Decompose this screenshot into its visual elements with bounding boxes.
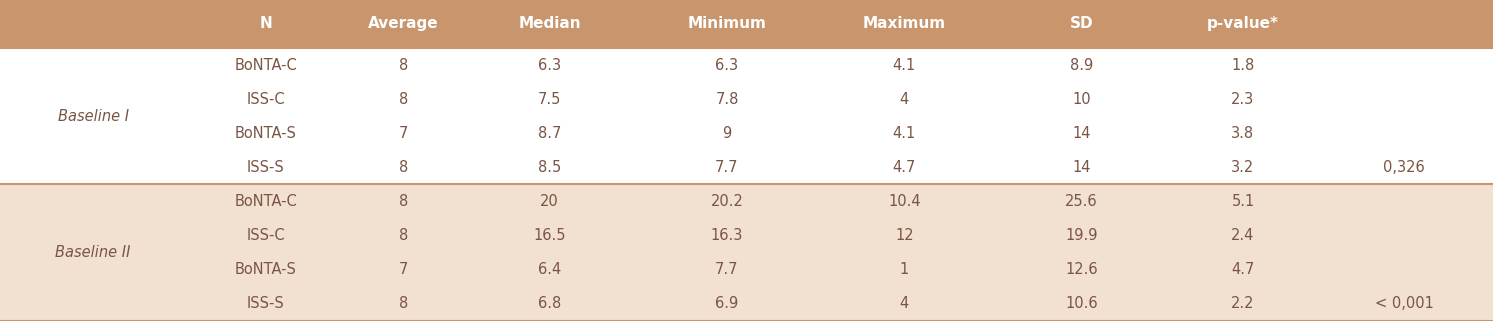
Text: 3.8: 3.8 [1232,126,1254,141]
Text: 6.8: 6.8 [537,296,561,311]
Text: 7.7: 7.7 [715,262,739,277]
Text: ISS-S: ISS-S [248,296,285,311]
Text: 2.2: 2.2 [1232,296,1254,311]
Text: 3.2: 3.2 [1232,160,1254,175]
Text: 7: 7 [399,262,408,277]
Text: 7.7: 7.7 [715,160,739,175]
Text: BoNTA-C: BoNTA-C [234,57,297,73]
Text: 1.8: 1.8 [1232,57,1254,73]
Text: ISS-S: ISS-S [248,160,285,175]
Text: p-value*: p-value* [1206,16,1280,31]
Text: BoNTA-C: BoNTA-C [234,194,297,209]
Bar [0,185,1493,321]
Text: 0,326: 0,326 [1384,160,1426,175]
Text: 2.4: 2.4 [1232,228,1254,243]
Text: 16.5: 16.5 [533,228,566,243]
Text: 16.3: 16.3 [711,228,744,243]
Text: 4.1: 4.1 [893,126,915,141]
Text: 5.1: 5.1 [1232,194,1254,209]
Text: Minimum: Minimum [688,16,766,31]
Text: 4.1: 4.1 [893,57,915,73]
Text: Baseline I: Baseline I [58,109,128,124]
Text: 1: 1 [900,262,909,277]
Text: 6.3: 6.3 [537,57,561,73]
Text: 9: 9 [723,126,732,141]
Text: 8.5: 8.5 [537,160,561,175]
Text: 14: 14 [1072,160,1091,175]
Text: Average: Average [369,16,439,31]
Text: SD: SD [1070,16,1093,31]
Text: 4: 4 [900,296,909,311]
Text: 8: 8 [399,160,408,175]
Text: 6.4: 6.4 [537,262,561,277]
Text: Median: Median [518,16,581,31]
Text: 8: 8 [399,296,408,311]
Text: 25.6: 25.6 [1066,194,1097,209]
Text: ISS-C: ISS-C [246,92,285,107]
Text: 8.9: 8.9 [1070,57,1093,73]
Text: BoNTA-S: BoNTA-S [234,262,297,277]
Text: < 0,001: < 0,001 [1375,296,1433,311]
Text: 8: 8 [399,57,408,73]
Bar [0,0,1493,48]
Text: 8.7: 8.7 [537,126,561,141]
Text: 20.2: 20.2 [711,194,744,209]
Text: ISS-C: ISS-C [246,228,285,243]
Text: 7.8: 7.8 [715,92,739,107]
Text: Maximum: Maximum [863,16,947,31]
Text: 6.9: 6.9 [715,296,739,311]
Text: 12: 12 [894,228,914,243]
Text: 20: 20 [540,194,558,209]
Text: 14: 14 [1072,126,1091,141]
Text: 8: 8 [399,92,408,107]
Text: 7: 7 [399,126,408,141]
Text: 4: 4 [900,92,909,107]
Text: 4.7: 4.7 [893,160,917,175]
Text: 12.6: 12.6 [1066,262,1097,277]
Text: 7.5: 7.5 [537,92,561,107]
Bar [0,48,1493,185]
Text: Baseline II: Baseline II [55,245,131,260]
Text: 8: 8 [399,194,408,209]
Text: 10.4: 10.4 [888,194,921,209]
Text: 19.9: 19.9 [1066,228,1097,243]
Text: 10: 10 [1072,92,1091,107]
Text: N: N [260,16,272,31]
Text: 10.6: 10.6 [1066,296,1097,311]
Text: 6.3: 6.3 [715,57,739,73]
Text: 4.7: 4.7 [1232,262,1254,277]
Text: 2.3: 2.3 [1232,92,1254,107]
Text: 8: 8 [399,228,408,243]
Text: BoNTA-S: BoNTA-S [234,126,297,141]
